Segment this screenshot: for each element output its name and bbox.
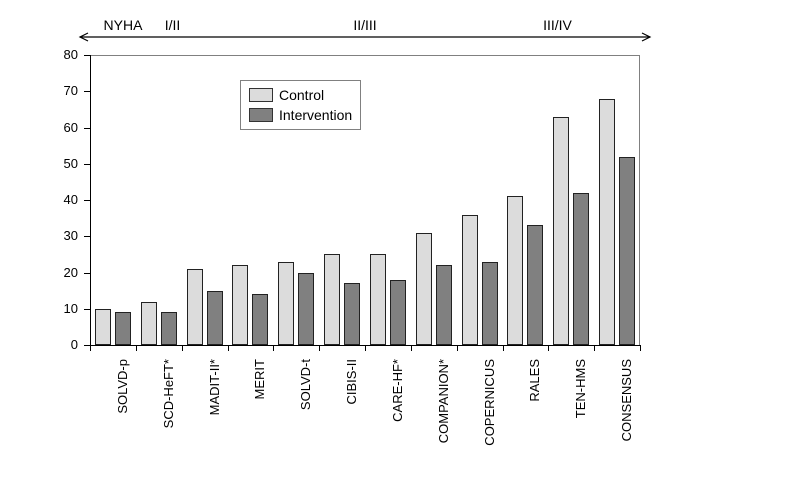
bar-intervention xyxy=(115,312,131,345)
figure: NYHAI/IIII/IIIIII/IV 01020304050607080 S… xyxy=(0,0,805,502)
category-label: COMPANION* xyxy=(436,357,451,469)
x-tick xyxy=(90,345,91,351)
category-label: CIBIS-II xyxy=(344,357,359,469)
bar-intervention xyxy=(161,312,177,345)
category-label: TEN-HMS xyxy=(573,357,588,469)
y-tick xyxy=(84,273,90,274)
x-tick xyxy=(457,345,458,351)
y-tick xyxy=(84,55,90,56)
bar-intervention xyxy=(527,225,543,345)
bar-control xyxy=(324,254,340,345)
bar-control xyxy=(278,262,294,345)
x-tick xyxy=(365,345,366,351)
legend-swatch-control xyxy=(249,88,273,102)
x-tick xyxy=(136,345,137,351)
bar-control xyxy=(507,196,523,345)
category-label: SCD-HeFT* xyxy=(161,357,176,469)
bar-control xyxy=(462,215,478,346)
bar-intervention xyxy=(482,262,498,345)
y-tick xyxy=(84,200,90,201)
y-tick-label: 40 xyxy=(0,192,78,207)
bar-intervention xyxy=(298,273,314,346)
y-tick-label: 20 xyxy=(0,265,78,280)
top-group-label: III/IV xyxy=(508,17,608,33)
y-tick xyxy=(84,309,90,310)
y-tick xyxy=(84,236,90,237)
y-tick-label: 50 xyxy=(0,156,78,171)
y-tick-label: 0 xyxy=(0,337,78,352)
y-tick-label: 30 xyxy=(0,228,78,243)
x-tick xyxy=(594,345,595,351)
y-tick-label: 10 xyxy=(0,301,78,316)
category-label: CONSENSUS xyxy=(619,357,634,469)
y-tick xyxy=(84,128,90,129)
bar-control xyxy=(370,254,386,345)
legend-label-control: Control xyxy=(279,87,324,103)
top-group-label: II/III xyxy=(315,17,415,33)
bar-intervention xyxy=(573,193,589,345)
category-label: MERIT xyxy=(252,357,267,469)
top-group-label: I/II xyxy=(123,17,223,33)
category-label: RALES xyxy=(527,357,542,469)
bar-intervention xyxy=(207,291,223,345)
x-tick xyxy=(548,345,549,351)
bar-control xyxy=(95,309,111,345)
bar-intervention xyxy=(436,265,452,345)
legend-row-control: Control xyxy=(249,85,352,105)
legend-label-intervention: Intervention xyxy=(279,107,352,123)
bar-control xyxy=(416,233,432,345)
x-tick xyxy=(228,345,229,351)
x-tick xyxy=(640,345,641,351)
bar-control xyxy=(232,265,248,345)
bar-intervention xyxy=(619,157,635,346)
y-tick-label: 60 xyxy=(0,120,78,135)
bar-control xyxy=(141,302,157,346)
bar-control xyxy=(187,269,203,345)
category-label: COPERNICUS xyxy=(482,357,497,469)
legend: Control Intervention xyxy=(240,80,361,130)
bar-intervention xyxy=(344,283,360,345)
legend-row-intervention: Intervention xyxy=(249,105,352,125)
y-tick xyxy=(84,164,90,165)
x-tick xyxy=(273,345,274,351)
bar-intervention xyxy=(252,294,268,345)
x-tick xyxy=(503,345,504,351)
x-tick xyxy=(319,345,320,351)
category-label: SOLVD-p xyxy=(115,357,130,469)
category-label: SOLVD-t xyxy=(298,357,313,469)
bar-control xyxy=(553,117,569,345)
y-tick-label: 70 xyxy=(0,83,78,98)
y-axis xyxy=(90,55,91,345)
category-label: CARE-HF* xyxy=(390,357,405,469)
x-tick xyxy=(182,345,183,351)
bar-control xyxy=(599,99,615,346)
y-tick xyxy=(84,91,90,92)
legend-swatch-intervention xyxy=(249,108,273,122)
bar-intervention xyxy=(390,280,406,345)
x-tick xyxy=(411,345,412,351)
y-tick-label: 80 xyxy=(0,47,78,62)
category-label: MADIT-II* xyxy=(207,357,222,469)
